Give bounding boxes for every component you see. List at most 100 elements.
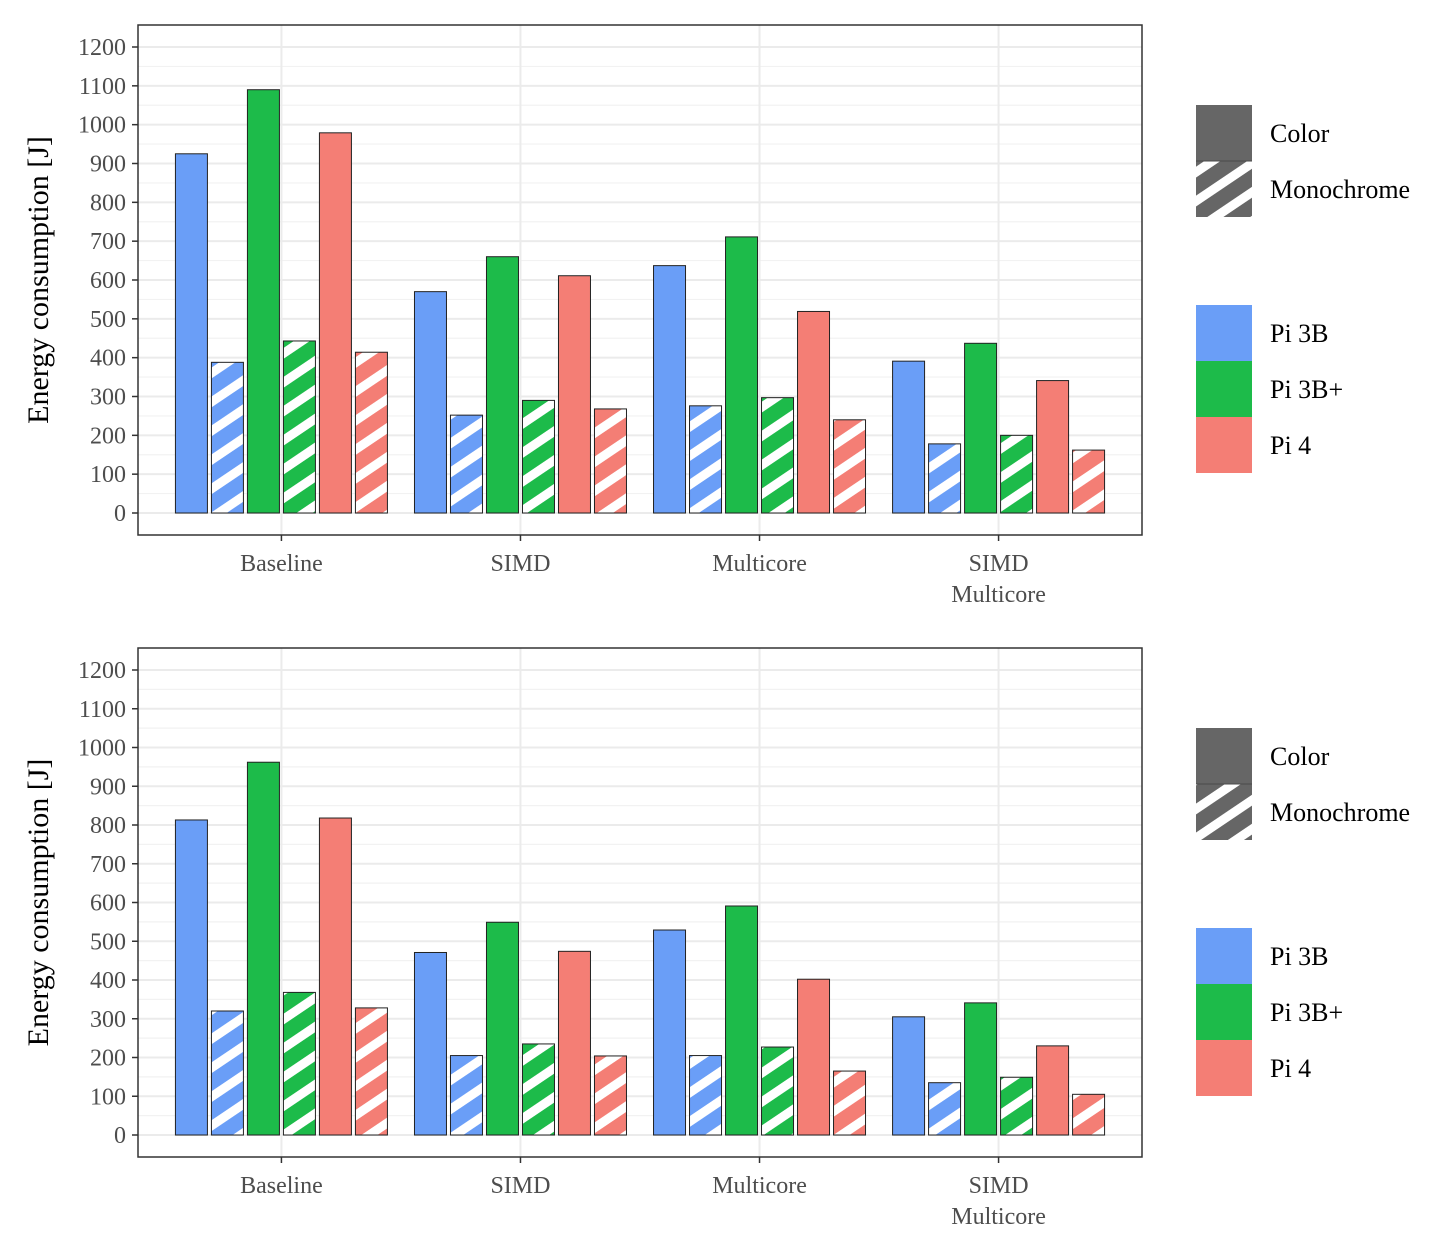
bar-pi-3b-color-baseline <box>174 153 208 514</box>
y-tick-label: 900 <box>90 774 126 800</box>
bar-pi-3b-plus-monochrome-simd-multicore <box>1000 1076 1034 1136</box>
chart-panel-2: 0 100 200 300 400 500 600 700 800 900 1000 1100 1200… <box>22 647 1410 1230</box>
y-tick-label: 1000 <box>78 113 126 139</box>
plot-border <box>137 647 1143 1158</box>
bar-pi-3b-color-multicore <box>653 265 687 514</box>
legend-swatch-pi-3b <box>1196 928 1252 984</box>
x-tick-label: Baseline <box>240 551 323 577</box>
y-tick-label: 1200 <box>78 658 126 684</box>
y-axis-title: Energy consumption [J] <box>22 759 55 1047</box>
legend-label-pi-3b: Pi 3B <box>1270 942 1329 971</box>
x-tick-label: SIMD Multicore <box>951 551 1046 608</box>
y-tick-label: 300 <box>90 385 126 411</box>
bar-pi-4-monochrome-simd-multicore <box>1072 1093 1106 1136</box>
bar-pi-3b-monochrome-simd <box>449 414 483 514</box>
x-tick-label: SIMD Multicore <box>951 1173 1046 1230</box>
legend-swatch-monochrome <box>1196 784 1252 840</box>
plot-border <box>137 24 1143 536</box>
bar-pi-3b-color-baseline <box>174 819 208 1136</box>
y-tick-label: 1100 <box>79 697 126 723</box>
bar-pi-3b-plus-color-multicore <box>725 236 759 514</box>
bar-pi-3b-color-multicore <box>653 929 687 1136</box>
legend-mode: Color Monochrome <box>1196 728 1410 840</box>
bar-pi-3b-plus-monochrome-simd <box>521 1043 555 1136</box>
bar-pi-3b-plus-monochrome-baseline <box>282 340 316 514</box>
legend-label-monochrome: Monochrome <box>1270 175 1410 204</box>
legend-label-color: Color <box>1270 742 1330 771</box>
bar-pi-3b-color-simd-multicore <box>892 1016 926 1136</box>
x-tick-label: Baseline <box>240 1173 323 1199</box>
x-tick-label: SIMD <box>490 551 550 577</box>
y-tick-label: 800 <box>90 813 126 839</box>
bar-pi-4-color-multicore <box>797 978 831 1136</box>
bar-pi-3b-plus-color-simd-multicore <box>964 342 998 514</box>
bar-pi-4-color-simd-multicore <box>1036 1045 1070 1136</box>
y-tick-label: 1100 <box>79 74 126 100</box>
y-tick-label: 600 <box>90 891 126 917</box>
legend-device: Pi 3B Pi 3B+ Pi 4 <box>1196 305 1343 473</box>
legend-label-monochrome: Monochrome <box>1270 798 1410 827</box>
legend-swatch-pi-3b-plus <box>1196 984 1252 1040</box>
y-tick-label: 200 <box>90 1046 126 1072</box>
y-axis-title: Energy consumption [J] <box>22 136 55 424</box>
bar-pi-3b-color-simd <box>413 951 447 1136</box>
legend-swatch-color <box>1196 105 1252 161</box>
legend-label-pi-4: Pi 4 <box>1270 1054 1311 1083</box>
bar-pi-4-color-simd <box>557 275 591 514</box>
y-tick-label: 700 <box>90 852 126 878</box>
legend-swatch-color <box>1196 728 1252 784</box>
bar-pi-4-color-simd <box>557 950 591 1136</box>
y-tick-label: 300 <box>90 1007 126 1033</box>
bar-pi-3b-monochrome-multicore <box>689 405 723 514</box>
bar-pi-4-color-simd-multicore <box>1036 380 1070 514</box>
y-tick-label: 900 <box>90 152 126 178</box>
legend-swatch-pi-3b-plus <box>1196 361 1252 417</box>
x-tick-label: SIMD <box>490 1173 550 1199</box>
y-tick-label: 100 <box>90 1084 126 1110</box>
legend-label-color: Color <box>1270 119 1330 148</box>
bar-pi-3b-color-simd-multicore <box>892 360 926 514</box>
bar-pi-3b-plus-monochrome-simd-multicore <box>1000 434 1034 514</box>
legend-label-pi-3b: Pi 3B <box>1270 319 1329 348</box>
bar-pi-3b-monochrome-simd <box>449 1055 483 1136</box>
bar-pi-4-monochrome-multicore <box>833 1070 867 1136</box>
y-tick-label: 100 <box>90 462 126 488</box>
legend-mode: Color Monochrome <box>1196 105 1410 217</box>
y-tick-label: 0 <box>114 1123 126 1149</box>
bar-pi-3b-monochrome-baseline <box>210 361 244 514</box>
bar-pi-3b-plus-color-multicore <box>725 905 759 1136</box>
bar-pi-4-color-baseline <box>318 132 352 514</box>
bar-pi-3b-color-simd <box>413 291 447 514</box>
bar-pi-4-monochrome-baseline <box>354 351 388 514</box>
bar-pi-3b-plus-monochrome-baseline <box>282 991 316 1136</box>
bar-pi-3b-plus-color-simd-multicore <box>964 1002 998 1136</box>
y-tick-label: 600 <box>90 268 126 294</box>
bar-pi-4-monochrome-baseline <box>354 1007 388 1136</box>
legend-swatch-pi-4 <box>1196 1040 1252 1096</box>
bar-pi-3b-monochrome-simd-multicore <box>928 443 962 514</box>
bar-pi-3b-monochrome-simd-multicore <box>928 1082 962 1136</box>
legend-label-pi-3b-plus: Pi 3B+ <box>1270 375 1343 404</box>
y-tick-label: 700 <box>90 229 126 255</box>
bar-pi-3b-plus-monochrome-multicore <box>761 1046 795 1136</box>
y-tick-label: 1200 <box>78 35 126 61</box>
bar-pi-3b-plus-monochrome-multicore <box>761 397 795 514</box>
legend-label-pi-3b-plus: Pi 3B+ <box>1270 998 1343 1027</box>
y-tick-label: 1000 <box>78 736 126 762</box>
bar-pi-4-monochrome-simd-multicore <box>1072 449 1106 514</box>
y-tick-label: 200 <box>90 423 126 449</box>
legend-swatch-pi-4 <box>1196 417 1252 473</box>
y-tick-label: 0 <box>114 501 126 527</box>
bar-pi-3b-plus-color-simd <box>485 256 519 514</box>
bar-pi-3b-plus-monochrome-simd <box>521 399 555 514</box>
bar-pi-4-monochrome-multicore <box>833 419 867 514</box>
bar-pi-3b-plus-color-simd <box>485 921 519 1136</box>
y-tick-label: 400 <box>90 346 126 372</box>
legend-label-pi-4: Pi 4 <box>1270 431 1311 460</box>
legend-swatch-pi-3b <box>1196 305 1252 361</box>
y-tick-label: 400 <box>90 968 126 994</box>
bar-pi-4-color-baseline <box>318 817 352 1136</box>
legend-device: Pi 3B Pi 3B+ Pi 4 <box>1196 928 1343 1096</box>
y-tick-label: 500 <box>90 929 126 955</box>
